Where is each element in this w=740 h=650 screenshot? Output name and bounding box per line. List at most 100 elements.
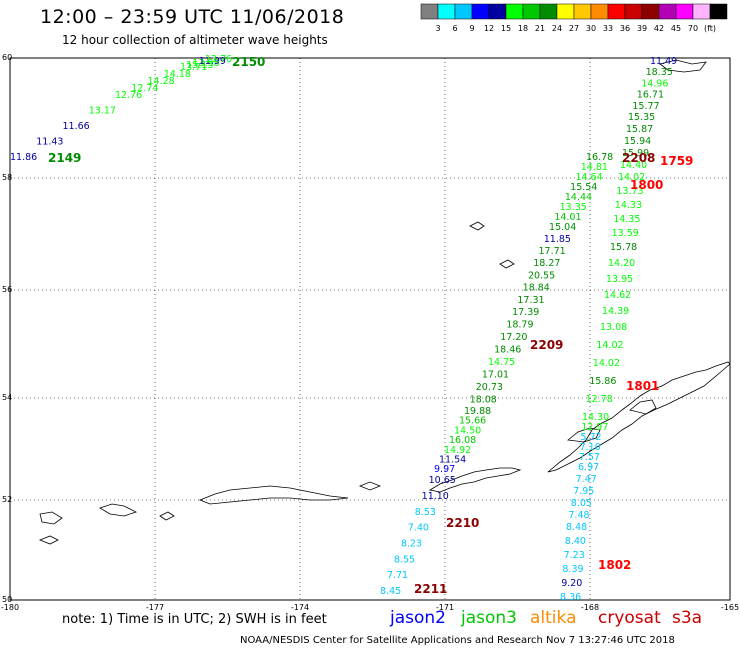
track-a-value: 11.10 [422,491,449,502]
unimak-island-coast [567,427,601,443]
scale-swatch [607,3,626,20]
track-a-value: 18.08 [470,395,497,406]
track-b-value: 9.20 [561,578,582,589]
pass-time-label: 2208 [622,151,655,165]
track-b-value: 15.87 [626,124,653,135]
legend-s3a: s3a [672,608,703,628]
pass-time-label: 1759 [660,154,693,168]
track-a-value: 13.35 [560,202,587,213]
scale-label: 27 [569,24,579,33]
track-a-value: 16.08 [449,435,476,446]
graticule [10,58,730,600]
track-nw-value: 15.15 [186,60,213,71]
track-nw-value: 12.74 [131,83,158,94]
near-islands-coast [39,511,63,525]
axis-labels: 60 58 56 54 52 50-180 -177 -174 -171 -168 -165 [1,53,739,612]
rat-islands-coast [99,503,138,517]
pass-time-label: 2210 [446,516,479,530]
scale-label: 24 [552,24,562,33]
pribilof-stgeorge-coast [499,259,515,269]
track-a-value: 17.31 [517,295,544,306]
track-b-value: 13.95 [606,274,633,285]
western-aleutians-coast [198,485,349,505]
track-a-value: 14.01 [554,212,581,223]
color-scale: 3 6 9 12 15 18 21 24 27 30 33 36 39 42 45 70 (ft) [420,3,728,33]
track-b-value: 14.33 [615,200,642,211]
track-b-value: 13.59 [612,228,639,239]
track-b-value: 15.99 [622,148,649,159]
track-b-value: 7.23 [564,550,585,561]
amlia-coast [358,481,382,491]
credit-line: NOAA/NESDIS Center for Satellite Applica… [240,635,675,646]
pass-time-label: 2209 [530,338,563,352]
alaska-peninsula-coast [547,361,731,473]
track-b-value: 14.02 [618,172,645,183]
track-nw-value: 11.99 [199,56,226,67]
scale-swatch [488,3,507,20]
track-a-value: 17.20 [500,332,527,343]
scale-swatch [709,3,728,20]
track-a-value: 9.97 [434,464,455,475]
scale-label: 30 [586,24,596,33]
nunivak-coast [659,59,707,73]
track-a-value: 18.79 [506,320,533,331]
pass-time-labels: 2150 2149 2208 1759 1800 2209 1801 2210 1802 2211 [48,55,693,596]
commander-coast [38,535,59,545]
scale-swatch [539,3,558,20]
longitude-label: -177 [146,603,164,612]
scale-swatch [556,3,575,20]
track-a-value: 8.23 [401,539,422,550]
track-a-value: 10.65 [429,475,456,486]
scale-label: 9 [469,24,474,33]
track-a-value: 17.01 [482,370,509,381]
track-b-value: 11.49 [650,56,677,67]
scale-swatch [454,3,473,20]
scale-swatch [641,3,660,20]
scale-label: 21 [535,24,545,33]
track-nw-value: 14.18 [164,69,191,80]
pass-time-label: 1801 [626,379,659,393]
scale-label: 3 [435,24,440,33]
scale-label: 39 [637,24,647,33]
scale-label: 33 [603,24,613,33]
track-b-value: 6.97 [578,462,599,473]
track-b-value: 8.40 [565,536,586,547]
scale-swatch [624,3,643,20]
track-b-value: 7.95 [573,486,594,497]
track-a-value: 14.50 [454,425,481,436]
track-b-value: 14.96 [641,78,668,89]
legend-jason3: jason3 [461,608,517,628]
track-a-value: 7.71 [387,570,408,581]
track-a-value: 16.78 [586,152,613,163]
scale-swatch [420,3,439,20]
pass-time-label: 1800 [630,178,663,192]
pass-time-label: 1802 [598,558,631,572]
track-nw-value: 13.98 [193,58,220,69]
track-b-value: 13.73 [616,186,643,197]
track-b-value: 14.62 [604,290,631,301]
latitude-label: 58 [2,173,12,182]
pribilof-stpaul-coast [469,221,485,231]
scale-label: 18 [518,24,528,33]
track-b-value: 12.78 [586,394,613,405]
track-b-value: 14.02 [593,358,620,369]
scale-label: 6 [452,24,457,33]
track-b-value: 14.35 [613,214,640,225]
track-a-value: 14.75 [488,357,515,368]
track-b-value: 15.94 [624,136,651,147]
track-nw-value: 11.43 [36,137,63,148]
scale-label: (ft) [704,24,716,33]
footer-note: note: 1) Time is in UTC; 2) SWH is in fe… [62,612,327,627]
track-b-value: 8.39 [562,564,583,575]
track-b-value: 16.71 [637,90,664,101]
scale-label: 36 [620,24,630,33]
track-b-value: 14.40 [620,160,647,171]
track-b-value: 7.48 [568,510,589,521]
longitude-label: -171 [436,603,454,612]
legend-cryosat: cryosat [598,608,661,628]
track-b-value: 15.35 [628,112,655,123]
track-a-value: 14.64 [575,172,602,183]
track-a-value: 20.73 [476,382,503,393]
